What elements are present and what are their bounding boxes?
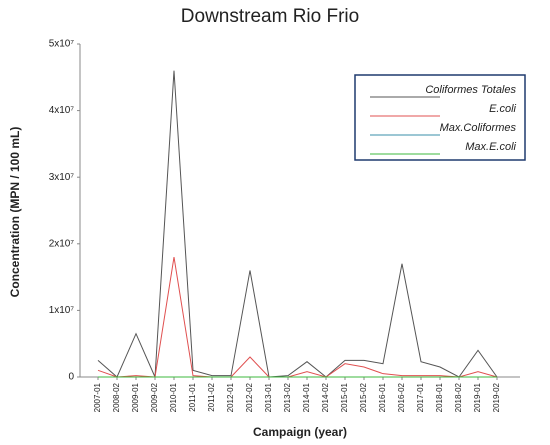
x-tick-label: 2019-01 <box>473 382 482 412</box>
legend-box <box>354 74 526 161</box>
x-tick-label: 2010-01 <box>169 382 178 412</box>
x-tick-label: 2016-01 <box>378 382 387 412</box>
x-tick-label: 2012-01 <box>226 382 235 412</box>
x-tick-label: 2007-01 <box>93 382 102 412</box>
x-tick-label: 2019-02 <box>492 382 501 412</box>
legend-label: Max.E.coli <box>465 141 516 153</box>
x-tick-label: 2011-01 <box>188 382 197 411</box>
y-tick-label: 0 <box>68 372 74 383</box>
chart-title: Downstream Rio Frio <box>181 6 359 27</box>
x-axis-label: Campaign (year) <box>253 425 347 439</box>
x-tick-label: 2012-02 <box>245 382 254 412</box>
x-tick-label: 2014-02 <box>321 382 330 412</box>
y-tick-label: 2x10⁷ <box>49 238 75 249</box>
x-tick-label: 2015-01 <box>340 382 349 412</box>
x-tick-label: 2018-01 <box>435 382 444 412</box>
series-line <box>97 70 498 378</box>
y-tick-label: 3x10⁷ <box>49 172 75 183</box>
legend-label: Max.Coliformes <box>440 122 517 134</box>
y-tick-label: 4x10⁷ <box>49 105 75 116</box>
legend-label: Coliformes Totales <box>425 84 516 96</box>
x-tick-label: 2008-02 <box>112 382 121 412</box>
x-tick-label: 2014-01 <box>302 382 311 412</box>
y-tick-label: 5x10⁷ <box>49 39 75 50</box>
x-tick-label: 2017-01 <box>416 382 425 412</box>
x-tick-label: 2013-01 <box>264 382 273 412</box>
x-tick-label: 2018-02 <box>454 382 463 412</box>
x-tick-label: 2013-02 <box>283 382 292 412</box>
x-tick-label: 2016-02 <box>397 382 406 412</box>
legend-label: E.coli <box>489 103 516 115</box>
x-tick-label: 2015-02 <box>359 382 368 412</box>
x-tick-label: 2009-02 <box>150 382 159 412</box>
x-tick-label: 2009-01 <box>131 382 140 412</box>
y-tick-label: 1x10⁷ <box>49 305 75 316</box>
series-line <box>97 257 498 378</box>
y-axis-label: Concentration (MPN / 100 mL) <box>8 127 22 298</box>
x-tick-label: 2011-02 <box>207 382 216 411</box>
